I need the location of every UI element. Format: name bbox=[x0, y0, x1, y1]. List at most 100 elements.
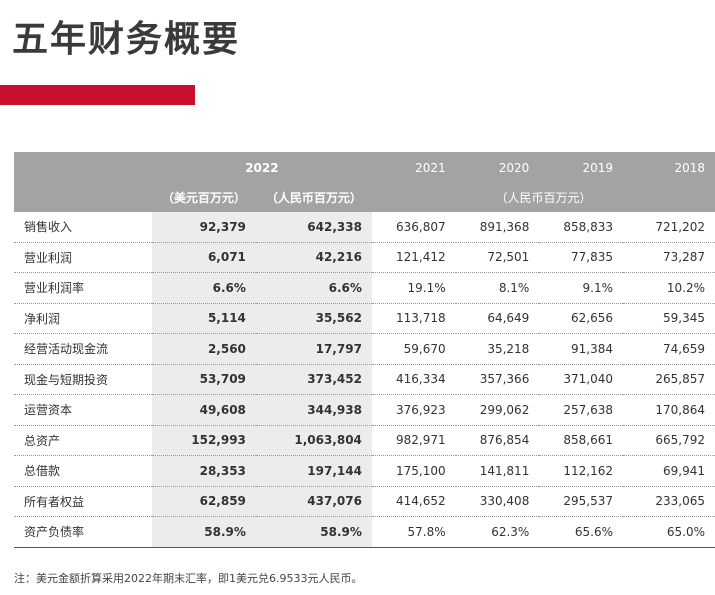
value-cell: 91,384 bbox=[539, 333, 624, 365]
header-row: 2022 2021 2020 2019 2018 bbox=[14, 152, 715, 183]
row-label: 净利润 bbox=[14, 303, 152, 334]
row-label: 运营资本 bbox=[14, 394, 152, 426]
header-cell bbox=[14, 152, 152, 183]
data-row: 营业利润 6,071 42,216 121,412 72,501 77,835 73,287 bbox=[14, 242, 715, 273]
value-cell: 858,661 bbox=[539, 425, 624, 456]
value-cell: 62,656 bbox=[539, 303, 624, 334]
unit-header: （美元百万元） bbox=[151, 183, 256, 212]
data-row: 净利润 5,114 35,562 113,718 64,649 62,656 59,345 bbox=[14, 303, 715, 334]
row-label: 销售收入 bbox=[14, 212, 152, 243]
value-cell: 6.6% bbox=[255, 272, 372, 304]
value-cell: 19.1% bbox=[371, 272, 456, 304]
value-cell: 77,835 bbox=[539, 242, 624, 273]
value-cell: 170,864 bbox=[623, 394, 715, 426]
value-cell: 113,718 bbox=[371, 303, 456, 334]
value-cell: 65.0% bbox=[623, 516, 715, 548]
data-row: 所有者权益 62,859 437,076 414,652 330,408 295,537 2… bbox=[14, 486, 715, 517]
unit-header: （人民币百万元） bbox=[371, 183, 715, 212]
value-cell: 299,062 bbox=[455, 394, 540, 426]
value-cell: 152,993 bbox=[151, 425, 256, 456]
footnote: 注：美元金额折算采用2022年期末汇率，即1美元兑6.9533元人民币。 bbox=[14, 572, 363, 585]
data-row: 销售收入 92,379 642,338 636,807 891,368 858,833 72… bbox=[14, 212, 715, 243]
value-cell: 295,537 bbox=[539, 486, 624, 517]
value-cell: 344,938 bbox=[255, 394, 372, 426]
value-cell: 642,338 bbox=[255, 212, 372, 243]
value-cell: 65.6% bbox=[539, 516, 624, 548]
row-label: 经营活动现金流 bbox=[14, 333, 152, 365]
year-header: 2020 bbox=[455, 152, 540, 183]
value-cell: 92,379 bbox=[151, 212, 256, 243]
value-cell: 58.9% bbox=[151, 516, 256, 548]
value-cell: 59,670 bbox=[371, 333, 456, 365]
value-cell: 982,971 bbox=[371, 425, 456, 456]
data-row: 现金与短期投资 53,709 373,452 416,334 357,366 371,04… bbox=[14, 364, 715, 395]
value-cell: 891,368 bbox=[455, 212, 540, 243]
value-cell: 357,366 bbox=[455, 364, 540, 395]
value-cell: 376,923 bbox=[371, 394, 456, 426]
value-cell: 265,857 bbox=[623, 364, 715, 395]
value-cell: 2,560 bbox=[151, 333, 256, 365]
row-label: 营业利润率 bbox=[14, 272, 152, 304]
data-row: 经营活动现金流 2,560 17,797 59,670 35,218 91,384 74,6… bbox=[14, 333, 715, 365]
value-cell: 5,114 bbox=[151, 303, 256, 334]
data-row: 运营资本 49,608 344,938 376,923 299,062 257,638 17… bbox=[14, 394, 715, 426]
year-header: 2021 bbox=[371, 152, 456, 183]
value-cell: 414,652 bbox=[371, 486, 456, 517]
value-cell: 112,162 bbox=[539, 455, 624, 487]
data-row: 资产负债率 58.9% 58.9% 57.8% 62.3% 65.6% 65.0% bbox=[14, 516, 715, 548]
data-row: 总借款 28,353 197,144 175,100 141,811 112,162 69,… bbox=[14, 455, 715, 487]
value-cell: 330,408 bbox=[455, 486, 540, 517]
row-label: 总借款 bbox=[14, 455, 152, 487]
value-cell: 42,216 bbox=[255, 242, 372, 273]
row-label: 总资产 bbox=[14, 425, 152, 456]
value-cell: 35,218 bbox=[455, 333, 540, 365]
value-cell: 72,501 bbox=[455, 242, 540, 273]
value-cell: 141,811 bbox=[455, 455, 540, 487]
year-header: 2019 bbox=[539, 152, 624, 183]
value-cell: 73,287 bbox=[623, 242, 715, 273]
value-cell: 69,941 bbox=[623, 455, 715, 487]
value-cell: 10.2% bbox=[623, 272, 715, 304]
value-cell: 59,345 bbox=[623, 303, 715, 334]
unit-header: （人民币百万元） bbox=[255, 183, 372, 212]
value-cell: 371,040 bbox=[539, 364, 624, 395]
value-cell: 636,807 bbox=[371, 212, 456, 243]
value-cell: 62.3% bbox=[455, 516, 540, 548]
finance-table: 2022 2021 2020 2019 2018 （美元百万元） （人民币百万元） （人民币百… bbox=[14, 152, 715, 548]
value-cell: 257,638 bbox=[539, 394, 624, 426]
value-cell: 53,709 bbox=[151, 364, 256, 395]
value-cell: 9.1% bbox=[539, 272, 624, 304]
value-cell: 28,353 bbox=[151, 455, 256, 487]
row-label: 营业利润 bbox=[14, 242, 152, 273]
header-cell bbox=[14, 183, 152, 212]
value-cell: 35,562 bbox=[255, 303, 372, 334]
value-cell: 175,100 bbox=[371, 455, 456, 487]
value-cell: 49,608 bbox=[151, 394, 256, 426]
unit-row: （美元百万元） （人民币百万元） （人民币百万元） bbox=[14, 183, 715, 212]
value-cell: 62,859 bbox=[151, 486, 256, 517]
value-cell: 57.8% bbox=[371, 516, 456, 548]
data-row: 营业利润率 6.6% 6.6% 19.1% 8.1% 9.1% 10.2% bbox=[14, 272, 715, 304]
value-cell: 1,063,804 bbox=[255, 425, 372, 456]
value-cell: 6,071 bbox=[151, 242, 256, 273]
value-cell: 8.1% bbox=[455, 272, 540, 304]
value-cell: 233,065 bbox=[623, 486, 715, 517]
row-label: 资产负债率 bbox=[14, 516, 152, 548]
row-label: 所有者权益 bbox=[14, 486, 152, 517]
red-bar bbox=[0, 85, 195, 105]
year-header: 2022 bbox=[151, 152, 372, 183]
value-cell: 58.9% bbox=[255, 516, 372, 548]
title: 五年财务概要 bbox=[12, 19, 241, 60]
value-cell: 64,649 bbox=[455, 303, 540, 334]
value-cell: 74,659 bbox=[623, 333, 715, 365]
value-cell: 858,833 bbox=[539, 212, 624, 243]
value-cell: 437,076 bbox=[255, 486, 372, 517]
value-cell: 17,797 bbox=[255, 333, 372, 365]
value-cell: 665,792 bbox=[623, 425, 715, 456]
value-cell: 721,202 bbox=[623, 212, 715, 243]
value-cell: 876,854 bbox=[455, 425, 540, 456]
year-header: 2018 bbox=[623, 152, 715, 183]
row-label: 现金与短期投资 bbox=[14, 364, 152, 395]
value-cell: 197,144 bbox=[255, 455, 372, 487]
